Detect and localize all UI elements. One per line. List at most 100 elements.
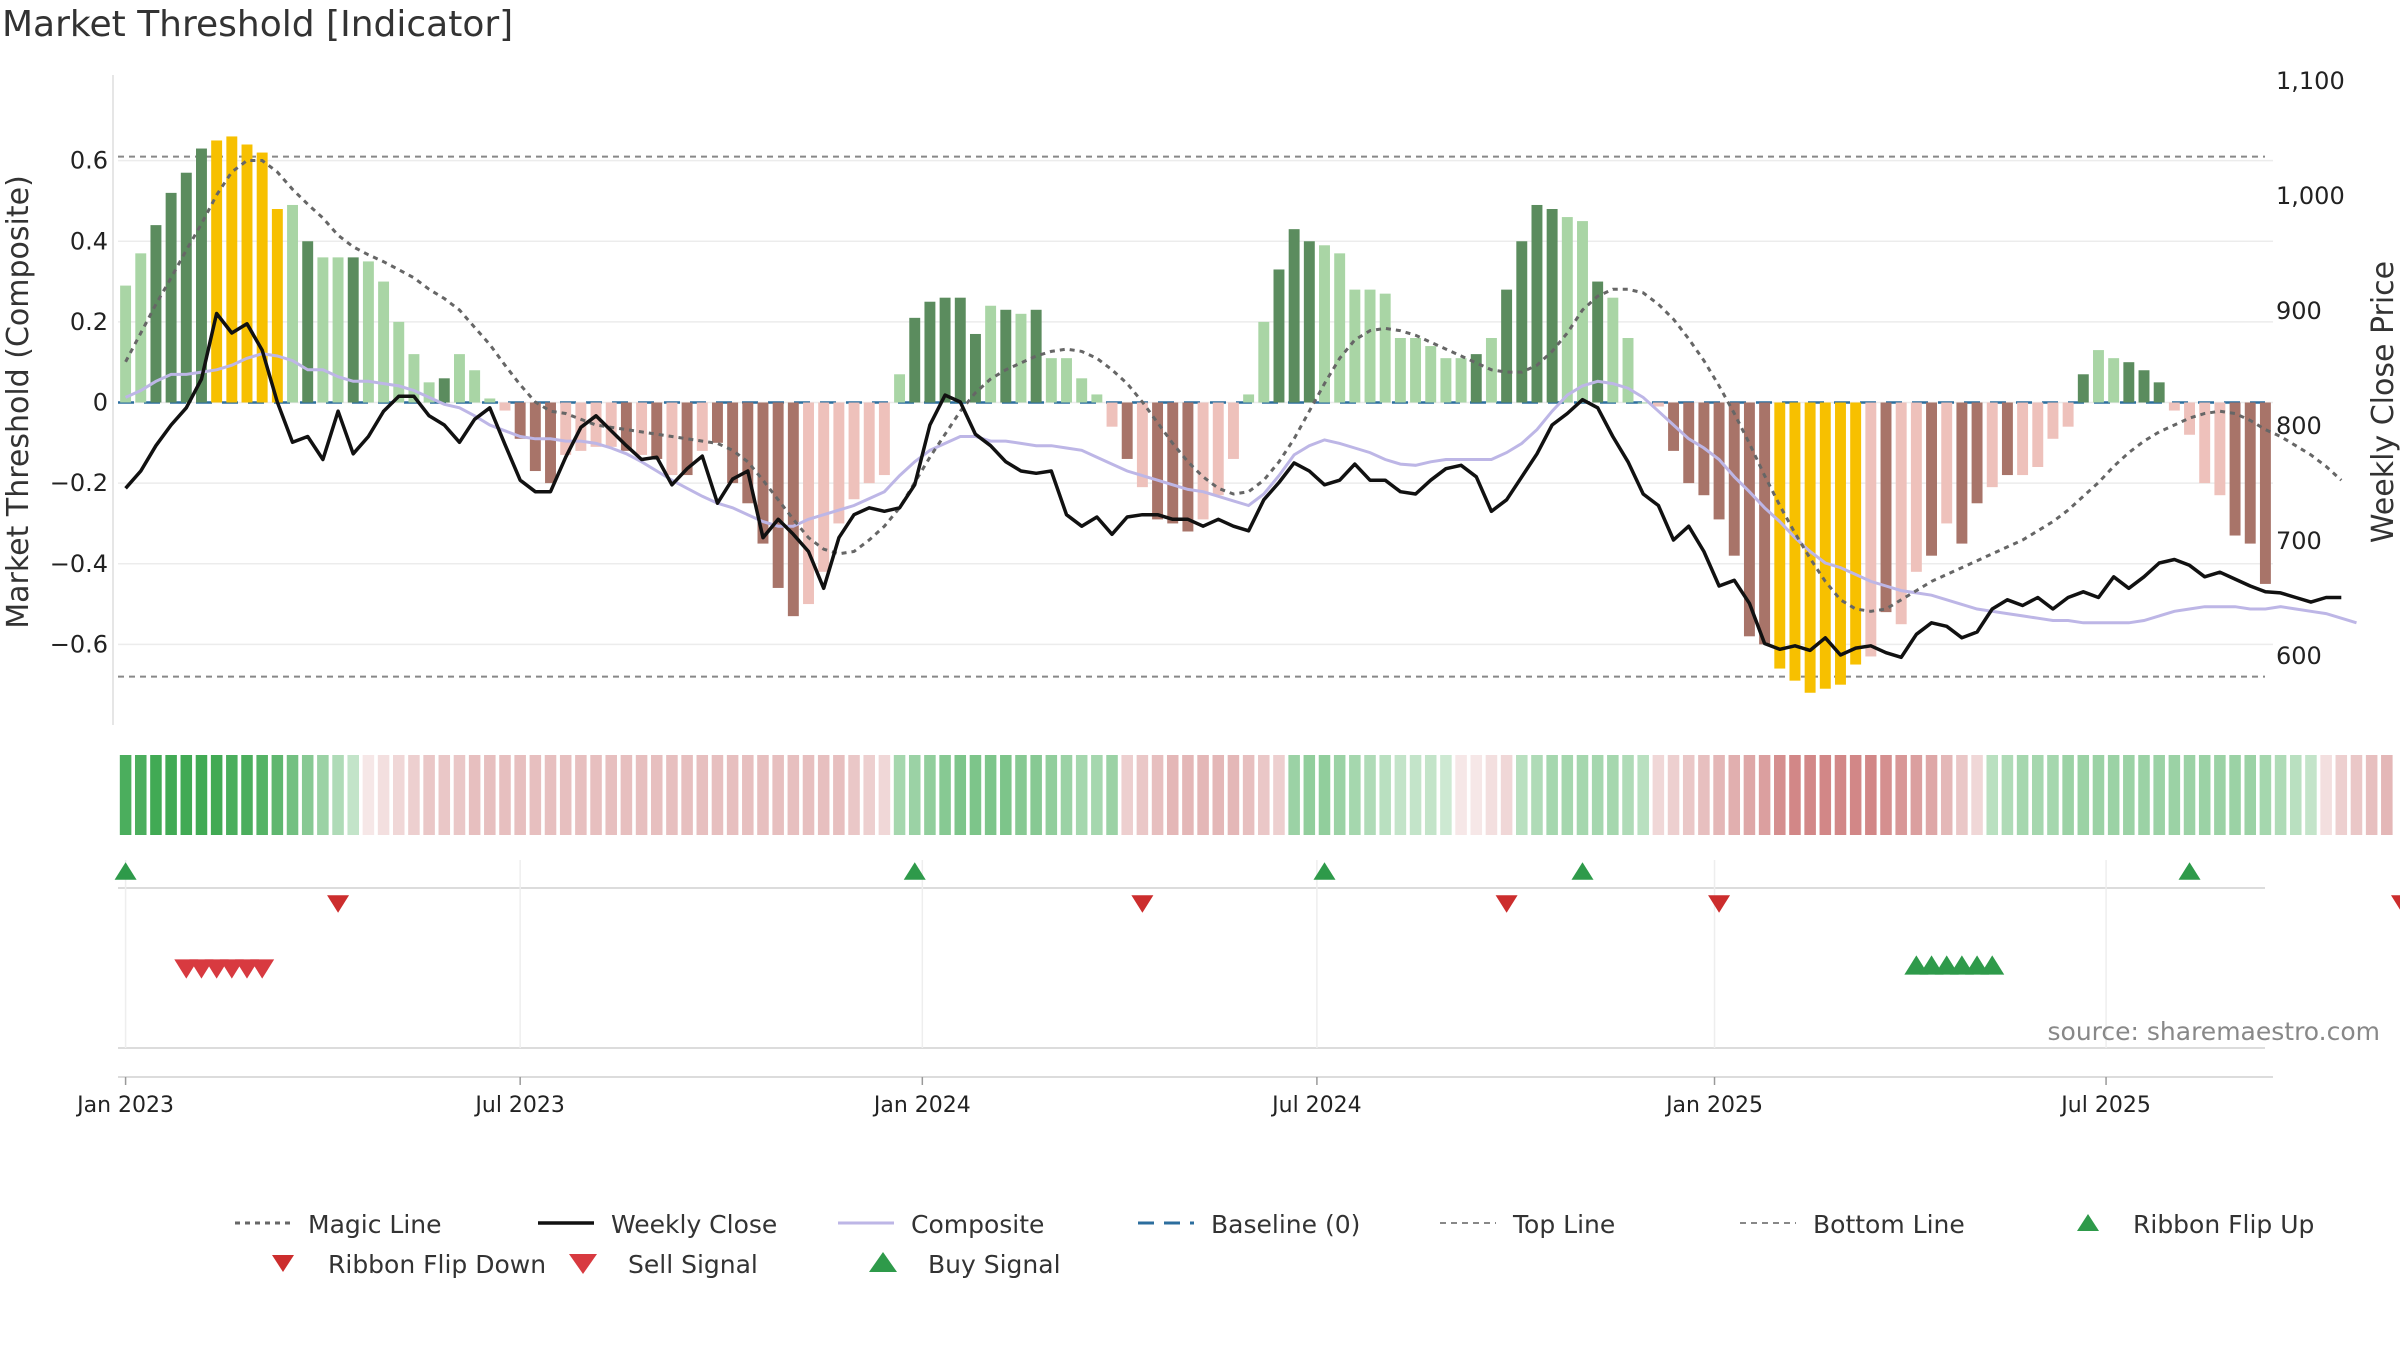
ribbon-flip-down-marker	[1131, 895, 1154, 913]
ribbon-cell	[180, 755, 193, 835]
composite-bar	[2032, 402, 2044, 467]
composite-bar	[1030, 309, 1042, 403]
composite-bar	[438, 378, 450, 403]
ribbon-cell	[863, 755, 875, 835]
composite-bar	[2153, 382, 2165, 403]
composite-bar	[317, 257, 329, 403]
sell-signal-marker	[174, 959, 199, 979]
legend-label: Composite	[911, 1210, 1044, 1239]
ribbon-cell	[954, 755, 967, 835]
ribbon-cell	[893, 755, 906, 835]
composite-bar	[241, 144, 253, 403]
composite-bar	[1349, 289, 1361, 403]
ribbon-cell	[529, 755, 542, 835]
composite-bar	[1652, 402, 1664, 407]
buy-signal-marker	[1904, 955, 1929, 975]
ribbon-cell	[878, 755, 891, 835]
composite-bar	[1971, 402, 1983, 504]
composite-bar	[1637, 402, 1649, 404]
composite-bar	[1227, 402, 1239, 459]
legend-swatch	[869, 1252, 897, 1272]
composite-bar	[226, 136, 238, 403]
composite-bar	[1288, 229, 1300, 403]
composite-bar	[1136, 402, 1148, 488]
legend-label: Top Line	[1512, 1210, 1615, 1239]
y-tick-left: −0.4	[50, 550, 108, 578]
ribbon-cell	[1546, 755, 1558, 835]
composite-bar	[211, 140, 223, 403]
composite-bar	[1895, 402, 1907, 625]
ribbon-cell	[1880, 755, 1892, 835]
ribbon-cell	[1273, 755, 1285, 835]
composite-bar	[529, 402, 541, 472]
composite-bar	[302, 241, 314, 403]
ribbon-cell	[2320, 755, 2332, 835]
y-tick-left: 0.4	[70, 227, 108, 255]
composite-bar	[453, 354, 465, 403]
composite-bar	[1303, 241, 1315, 403]
x-tick-label: Jul 2024	[1270, 1093, 1362, 1118]
legend-item-buy: Buy Signal	[869, 1250, 1061, 1279]
composite-bar	[969, 333, 981, 403]
composite-bar	[2184, 402, 2195, 435]
ribbon-cell	[468, 755, 481, 835]
ribbon-cell	[802, 755, 815, 835]
ribbon-cell	[1774, 755, 1786, 835]
composite-bar	[1470, 354, 1482, 403]
ribbon-cell	[1455, 755, 1467, 835]
ribbon-cell	[256, 755, 268, 835]
ribbon-flip-up-marker	[903, 862, 926, 880]
ribbon-cell	[1349, 755, 1361, 835]
sell-signal-marker	[204, 959, 229, 979]
legend-item-flip_up: Ribbon Flip Up	[2077, 1210, 2314, 1239]
ribbon-cell	[1227, 755, 1240, 835]
composite-bar	[1455, 358, 1467, 403]
composite-bar	[2123, 362, 2135, 403]
composite-bar	[1728, 402, 1740, 556]
composite-bar	[1394, 338, 1406, 403]
composite-bar	[2001, 402, 2013, 476]
ribbon-cell	[1986, 755, 1999, 835]
ribbon-cell	[1075, 755, 1088, 835]
ribbon-flip-up-marker	[114, 862, 137, 880]
ribbon-cell	[1409, 755, 1422, 835]
ribbon-cell	[453, 755, 466, 835]
composite-bar	[727, 402, 739, 484]
composite-bar	[1835, 402, 1846, 685]
composite-bar	[894, 374, 906, 403]
composite-bar	[1076, 378, 1088, 403]
ribbon-cell	[1303, 755, 1316, 835]
ribbon-cell	[2032, 755, 2044, 835]
composite-bar	[499, 402, 511, 411]
composite-bar	[605, 402, 617, 447]
composite-bar	[347, 257, 359, 403]
composite-bar	[1546, 209, 1558, 403]
ribbon-cell	[2244, 755, 2257, 835]
ribbon-cell	[1728, 755, 1741, 835]
right-axis: 1,100 1,000 900 800 700 600	[2276, 67, 2345, 670]
ribbon-cell	[1865, 755, 1877, 835]
weekly-close-line	[124, 311, 2342, 660]
ribbon-cell	[1849, 755, 1862, 835]
composite-bar	[636, 402, 648, 455]
ribbon-cell	[514, 755, 526, 835]
legend-item-flip_down: Ribbon Flip Down	[272, 1250, 546, 1279]
composite-bar	[1865, 402, 1877, 657]
composite-bar	[1910, 402, 1922, 572]
ribbon-cell	[711, 755, 724, 835]
composite-bar	[939, 297, 951, 403]
composite-bar	[651, 402, 663, 459]
legend-label: Bottom Line	[1813, 1210, 1965, 1239]
ribbon-cell	[650, 755, 663, 835]
composite-bar	[1986, 402, 1998, 488]
y-axis-label-right: Weekly Close Price	[2366, 261, 2400, 543]
ribbon-flip-up-marker	[2178, 862, 2201, 880]
y-tick-left: 0.2	[70, 308, 108, 336]
ribbon-cell	[1015, 755, 1027, 835]
ribbon-cell	[681, 755, 693, 835]
ribbon-cell	[757, 755, 769, 835]
composite-bar	[2108, 358, 2120, 403]
composite-bar	[135, 253, 147, 403]
ribbon-cell	[2365, 755, 2378, 835]
composite-bar	[165, 192, 177, 403]
